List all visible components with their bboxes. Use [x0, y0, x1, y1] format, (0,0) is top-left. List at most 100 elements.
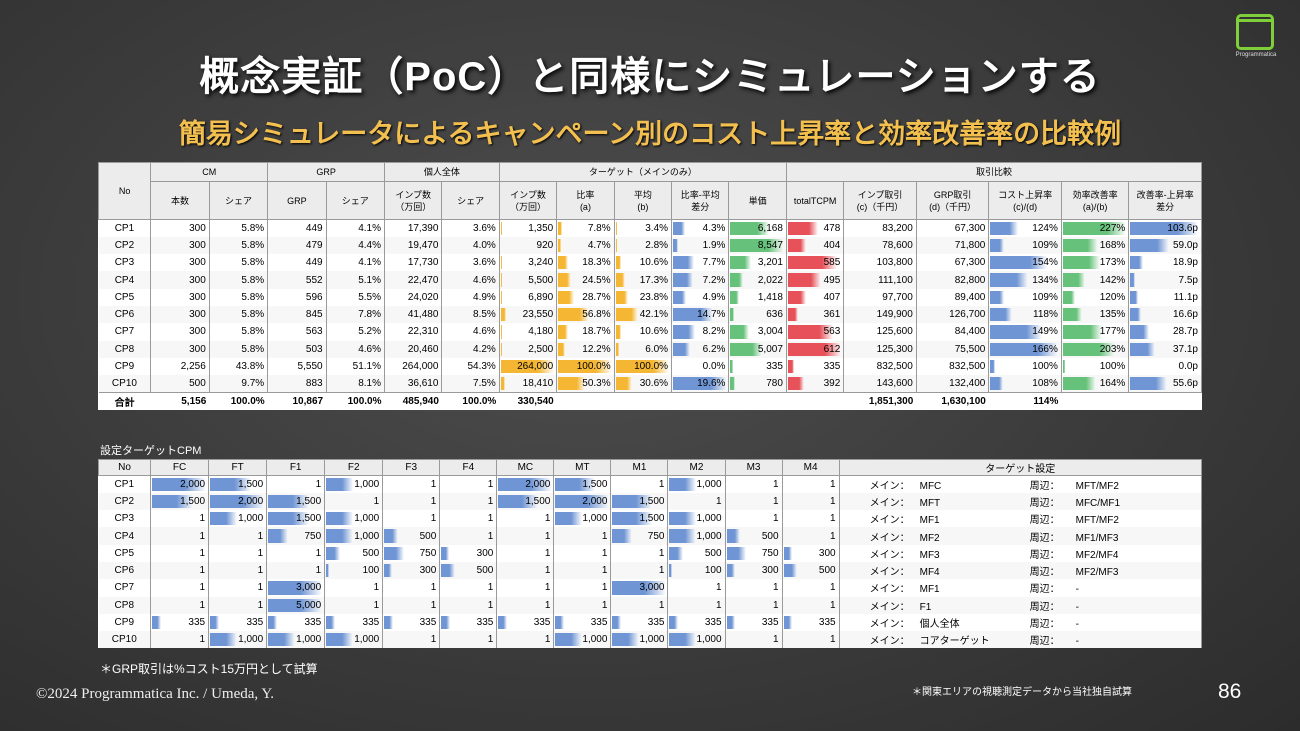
total-cell: [614, 391, 672, 410]
t2-header-4: F2: [324, 459, 384, 476]
cell-value: CP10: [111, 634, 137, 646]
cell-value: 149,900: [876, 309, 913, 321]
data-bar: [1130, 307, 1142, 322]
data-bar: [787, 290, 807, 304]
cpm-bar: [326, 563, 329, 578]
t2-header-13: ターゲット設定: [838, 459, 1203, 476]
cell-value: 78,600: [882, 239, 913, 251]
cell-value: 100: [362, 565, 380, 577]
cell-value: 142%: [1099, 274, 1126, 286]
cell-value: 1: [601, 599, 608, 611]
cpm-cell: 1: [439, 631, 498, 649]
cell: 6,890: [499, 288, 558, 306]
cell-value: 500: [189, 378, 206, 390]
table-row: CP1 300 5.8% 449 4.1% 17,390 3.6% 1,350 7.8% 3.4%…: [98, 219, 1202, 237]
cell-value: 4.9%: [702, 291, 726, 303]
cell-value: 41,480: [407, 309, 439, 321]
cell: 3.4%: [614, 219, 673, 237]
cell-value: 17,730: [407, 257, 439, 269]
data-bar: [558, 325, 569, 339]
cell: 59.0p: [1128, 236, 1202, 255]
cpm-cell: 300: [439, 544, 498, 562]
t2-header-1: FC: [150, 459, 210, 476]
cell-value: 1,000: [582, 513, 608, 525]
total-cell: 330,540: [499, 391, 557, 410]
cpm-cell: 1: [266, 544, 326, 562]
cell-value: 1,500: [639, 513, 665, 525]
cell-value: 1,000: [639, 634, 665, 646]
cell: 0.0p: [1128, 357, 1202, 376]
cpm-cell: 1: [553, 596, 612, 614]
cell-value: 1,500: [582, 478, 608, 490]
cell-value: 1,000: [296, 634, 322, 646]
cell-value: 109%: [1032, 291, 1058, 303]
data-bar: [615, 256, 622, 270]
cell-value: 168%: [1099, 239, 1126, 251]
cell: 6.0%: [614, 340, 673, 358]
cell-value: 6,890: [528, 291, 554, 303]
cell: 28.7p: [1128, 323, 1202, 341]
cell: 18.7%: [556, 323, 615, 341]
cpm-bar: [326, 529, 354, 543]
cpm-cell: 1: [150, 631, 210, 649]
target-cpm-label: 設定ターゲットCPM: [100, 445, 202, 457]
data-bar: [558, 238, 561, 253]
subheader-7: 比率 (a): [556, 181, 615, 220]
cell-value: 24,020: [407, 291, 439, 303]
cell-value: 118%: [1033, 309, 1058, 321]
cell-value: 1: [544, 582, 551, 594]
data-bar: [673, 273, 693, 287]
cell-value: 134%: [1032, 274, 1058, 286]
cpm-cell: 500: [382, 527, 441, 545]
cpm-bar: [783, 615, 793, 630]
cell-value: 478: [823, 222, 841, 234]
cell: 3,004: [728, 323, 787, 341]
cell-value: 300: [761, 565, 779, 577]
cell-value: 3,004: [757, 326, 783, 338]
data-bar: [730, 273, 744, 287]
cell: 4.1%: [326, 254, 386, 272]
data-bar: [730, 290, 740, 304]
cell-value: 1: [830, 634, 836, 646]
cell: 89,400: [916, 288, 990, 306]
data-bar: [500, 290, 503, 304]
cell: 135%: [1061, 305, 1130, 324]
cell-value: 300: [189, 257, 206, 269]
cpm-cell: 335: [667, 613, 726, 632]
data-bar: [500, 256, 502, 270]
sub-value: MFT/MF2: [1075, 480, 1119, 492]
cpm-cell: 1: [382, 631, 441, 649]
cpm-cell: 750: [382, 544, 441, 562]
subheader-1: シェア: [208, 181, 269, 220]
cell: 5.1%: [326, 271, 386, 289]
data-bar: [673, 325, 696, 339]
cell-value: 1: [430, 599, 437, 611]
cell: 55.6p: [1128, 375, 1202, 393]
total-cell: 100.0%: [441, 391, 500, 410]
cell: 24.5%: [556, 271, 615, 289]
cell: 100.0%: [614, 357, 673, 376]
cell: 300: [150, 288, 210, 306]
cpm-cell: 1: [610, 544, 669, 562]
col-no: No: [97, 162, 152, 220]
cell-value: 1: [601, 565, 608, 577]
cpm-cell: 1,000: [667, 631, 726, 649]
cpm-cell: 1: [439, 492, 498, 511]
cell: 5.8%: [209, 340, 269, 358]
cell: 1,350: [499, 219, 558, 237]
cell-value: 500: [761, 530, 779, 542]
cell: 3,240: [499, 254, 558, 272]
cell: 84,400: [916, 323, 990, 341]
programmatica-logo: Programmatica: [1234, 14, 1278, 60]
group-target: ターゲット（メインのみ）: [498, 162, 787, 182]
cell: 173%: [1061, 254, 1130, 272]
cell-value: 227%: [1099, 222, 1126, 234]
data-bar: [615, 359, 670, 374]
cell-value: 89,400: [954, 291, 986, 303]
cell-value: 1: [430, 478, 437, 490]
cell-value: 1: [373, 582, 380, 594]
data-bar: [990, 307, 1013, 322]
cell-value: 12.2%: [582, 343, 611, 355]
table-row: CP5 1 1 1 500 750 300 1 1 1 500 750 300 メイン： MF3 周辺： MF2…: [98, 544, 1203, 562]
cell: 5,007: [728, 340, 787, 358]
